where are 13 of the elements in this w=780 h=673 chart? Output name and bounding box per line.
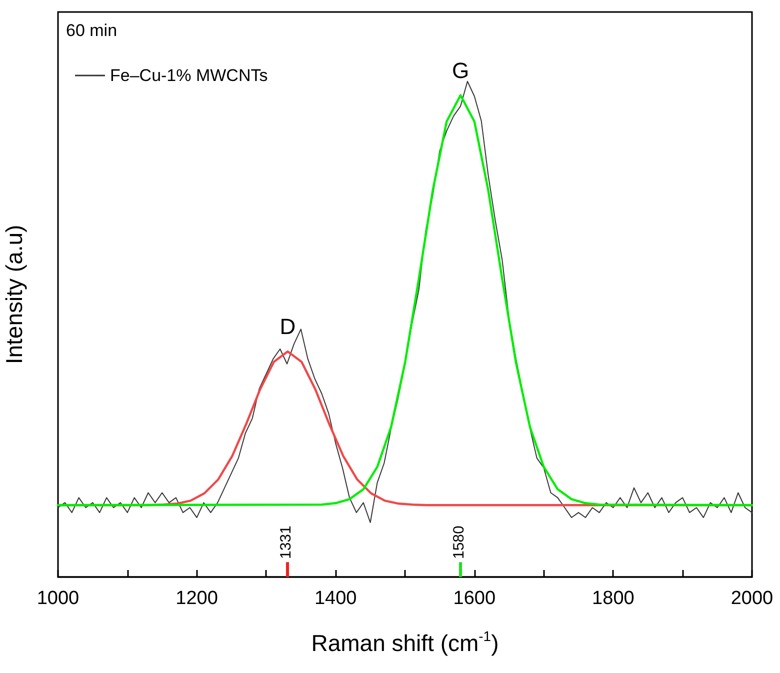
x-tick-label: 1400 — [314, 588, 357, 609]
ref-line-label: 1580 — [450, 526, 468, 559]
x-tick-label: 1000 — [36, 588, 80, 609]
text: 60 min — [66, 21, 118, 40]
y-axis-title: Intensity (a.u) — [1, 224, 27, 364]
annotation: G — [452, 58, 470, 83]
x-tick-label: 1600 — [453, 588, 496, 609]
x-tick-label: 2000 — [730, 588, 774, 609]
x-tick-label: 1800 — [592, 588, 634, 609]
annotation: D — [280, 314, 296, 339]
ref-line-label: 1331 — [278, 526, 295, 559]
x-tick-label: 1200 — [176, 588, 218, 609]
legend-label: Fe–Cu-1% MWCNTs — [110, 66, 268, 85]
